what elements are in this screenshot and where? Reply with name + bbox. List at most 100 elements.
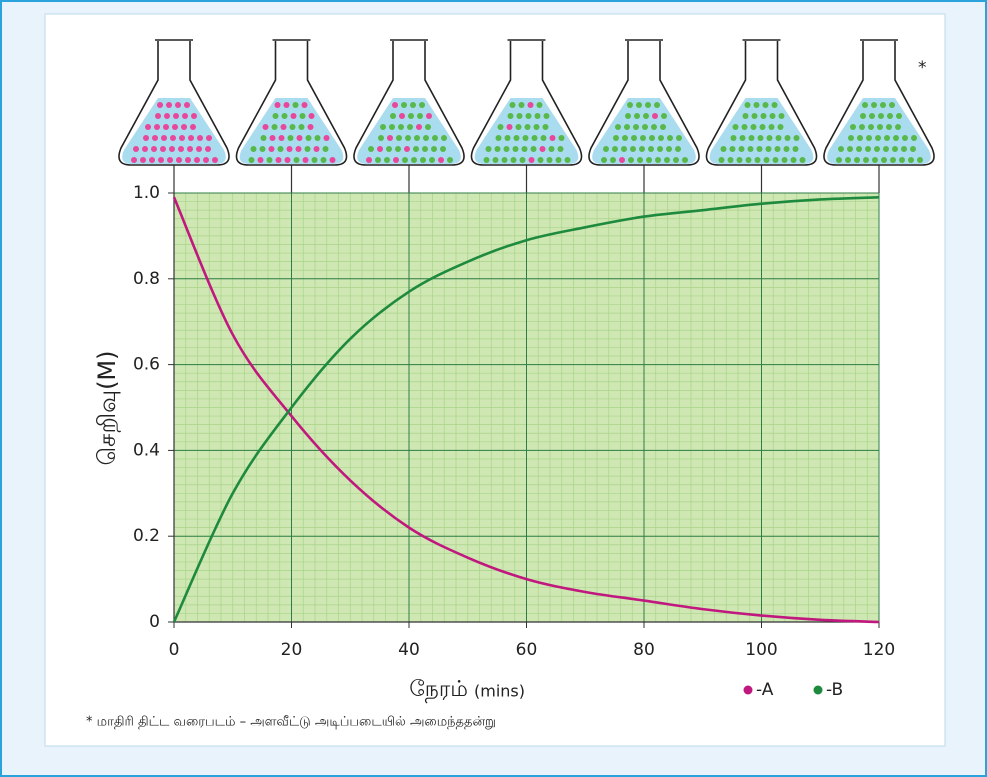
- flask-particle: [860, 113, 866, 119]
- flask-particle: [155, 113, 161, 119]
- flask-particle: [666, 146, 672, 152]
- flask-particle: [557, 146, 564, 152]
- flask-particle: [269, 135, 276, 141]
- flask-particle: [384, 157, 390, 163]
- flask-particle: [660, 124, 666, 130]
- flask-particle: [634, 113, 640, 119]
- x-tick-label: 80: [633, 640, 655, 660]
- flask-particle: [856, 146, 862, 152]
- flask-particle: [131, 157, 137, 163]
- flask-particle: [558, 135, 565, 141]
- flask-particle: [160, 146, 166, 152]
- x-tick-label: 0: [169, 640, 180, 660]
- flask-particle: [510, 157, 517, 163]
- flask-particle: [682, 157, 688, 163]
- flask-particle: [775, 135, 782, 141]
- flask-particle: [402, 157, 408, 163]
- flask-particle: [191, 113, 197, 119]
- flask-particle: [866, 135, 872, 141]
- flask: [588, 39, 700, 166]
- flask-particle: [664, 157, 670, 163]
- flask-particle: [874, 146, 880, 152]
- flask-particle: [519, 157, 526, 163]
- x-tick-label: 40: [398, 640, 420, 660]
- flask-particle: [287, 135, 294, 141]
- x-tick-label: 120: [863, 640, 895, 660]
- flask-particle: [161, 135, 167, 141]
- flask-particle: [140, 157, 146, 163]
- flask-particle: [631, 135, 637, 141]
- flask-particle: [323, 135, 330, 141]
- flask-particle: [320, 157, 327, 163]
- flask-particle: [212, 157, 218, 163]
- legend-label: -B: [826, 680, 843, 700]
- flask: [705, 39, 818, 166]
- flask-particle: [863, 157, 869, 163]
- flask-particle: [289, 124, 296, 130]
- flask-particle: [408, 113, 414, 119]
- flask-particle: [720, 146, 727, 152]
- flask-particle: [872, 157, 878, 163]
- flask-particle: [751, 113, 758, 119]
- flask-particle: [194, 157, 200, 163]
- flask-particle: [757, 135, 764, 141]
- flask-particle: [783, 146, 790, 152]
- flask: [118, 39, 230, 166]
- flask-particle: [515, 124, 522, 130]
- flask-particle: [170, 135, 176, 141]
- flask-particle: [313, 146, 320, 152]
- flask-particle: [196, 146, 202, 152]
- flask-particle: [652, 113, 658, 119]
- flask-particle: [762, 102, 769, 108]
- flask-particle: [896, 113, 902, 119]
- flask-particle: [283, 102, 290, 108]
- flask-particle: [440, 146, 446, 152]
- flask-particle: [769, 113, 776, 119]
- flask-particle: [275, 157, 282, 163]
- flask-particle: [250, 146, 257, 152]
- flask-particle: [736, 157, 743, 163]
- flask-particle: [185, 157, 191, 163]
- flask-particle: [865, 146, 871, 152]
- flask-particle: [308, 113, 315, 119]
- flask-particle: [910, 146, 916, 152]
- flask-particle: [533, 124, 540, 130]
- flask-particle: [404, 146, 410, 152]
- flask-particle: [441, 135, 447, 141]
- flask-particle: [654, 102, 660, 108]
- flask-particle: [179, 135, 185, 141]
- flask-particle: [899, 157, 905, 163]
- flask-particle: [536, 102, 543, 108]
- flask: [235, 39, 348, 166]
- flask-particle: [172, 124, 178, 130]
- y-tick-label: 0.6: [133, 355, 160, 375]
- flask-particle: [765, 146, 772, 152]
- flask-particle: [640, 135, 646, 141]
- flask-particle: [760, 113, 767, 119]
- flask-particle: [869, 113, 875, 119]
- flask-particle: [531, 135, 538, 141]
- flask-particle: [296, 135, 303, 141]
- flask-particle: [890, 157, 896, 163]
- flask-particle: [286, 146, 293, 152]
- flask-particle: [883, 146, 889, 152]
- flask-particle: [530, 146, 537, 152]
- y-tick-label: 1.0: [133, 183, 160, 203]
- flask-particle: [639, 146, 645, 152]
- flask-particle: [190, 124, 196, 130]
- flask-particle: [747, 146, 754, 152]
- footnote: * மாதிரி திட்ட வரைபடம் – அளவீட்டு அடிப்ப…: [86, 715, 496, 730]
- flask-particle: [432, 135, 438, 141]
- flask-particle: [513, 135, 520, 141]
- flask-particle: [302, 157, 309, 163]
- flask-particle: [301, 102, 308, 108]
- flask-particle: [615, 124, 621, 130]
- flask-particle: [413, 146, 419, 152]
- flask-particle: [661, 113, 667, 119]
- flask-particle: [206, 135, 212, 141]
- flask-particle: [143, 135, 149, 141]
- flask-particle: [368, 146, 374, 152]
- flask-particle: [651, 124, 657, 130]
- flask-particle: [260, 135, 267, 141]
- flask-particle: [426, 113, 432, 119]
